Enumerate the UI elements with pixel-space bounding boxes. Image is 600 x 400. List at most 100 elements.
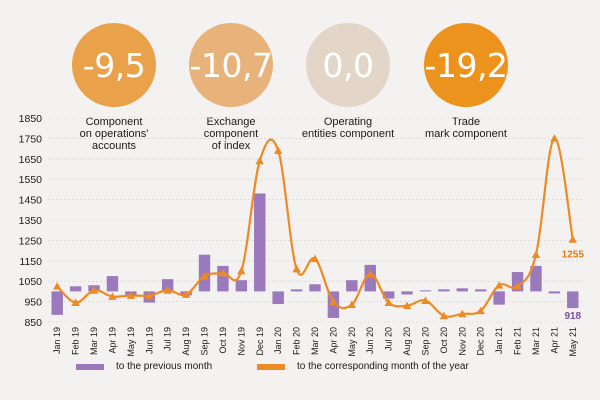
x-tick-label: Jul 20: [384, 327, 394, 351]
y-tick-label: 1350: [19, 215, 43, 227]
x-tick-label: Feb 19: [71, 327, 81, 355]
line-point: [531, 250, 541, 259]
x-tick-label: Apr 21: [549, 327, 559, 354]
line-point: [89, 286, 99, 294]
legend-item-bar: to the previous month: [76, 361, 212, 372]
line-point: [200, 271, 209, 280]
x-tick-label: Jan 21: [494, 327, 504, 354]
legend-bar-swatch: [76, 363, 104, 370]
bar: [254, 193, 266, 292]
x-tick-label: Feb 20: [292, 327, 302, 355]
x-tick-label: Feb 21: [513, 327, 523, 355]
indicator-row: -9,5 Component on operations' accounts -…: [0, 0, 600, 152]
line-point: [237, 266, 246, 275]
x-tick-label: Mar 21: [531, 327, 541, 355]
bar: [382, 291, 395, 299]
line-point: [329, 297, 338, 305]
bar: [419, 290, 432, 292]
line-point: [53, 282, 62, 290]
indicator-accounts-circle: -9,5: [72, 23, 156, 107]
bar: [217, 265, 229, 292]
x-tick-label: Apr 19: [107, 327, 117, 354]
x-tick-label: Sep 20: [420, 327, 430, 356]
legend-line-label: to the corresponding month of the year: [297, 361, 469, 372]
line-point: [550, 134, 559, 142]
x-tick-label: Jun 19: [144, 327, 154, 354]
data-label: 918: [564, 311, 581, 322]
line-point: [402, 301, 412, 310]
bar: [364, 264, 376, 292]
y-tick-label: 1050: [19, 276, 43, 288]
line-point: [273, 146, 283, 154]
line-point: [255, 156, 264, 165]
bar: [290, 289, 303, 292]
line-point: [218, 268, 228, 277]
indicator-accounts-label: Component on operations' accounts: [79, 116, 149, 152]
line-point: [476, 306, 485, 315]
y-tick-label: 1550: [19, 174, 43, 186]
x-tick-label: Nov 19: [236, 327, 246, 356]
indicator-exchange-circle: -10,7: [189, 23, 273, 107]
y-tick-label: 1250: [19, 235, 43, 247]
line-point: [384, 298, 393, 306]
bar: [346, 280, 358, 292]
bar: [475, 289, 487, 292]
line-point: [126, 291, 136, 299]
bar: [548, 291, 561, 294]
x-tick-label: Dec 19: [255, 327, 265, 356]
y-tick-label: 950: [24, 297, 42, 309]
bar: [530, 265, 542, 292]
line-point: [163, 286, 172, 294]
x-tick-label: Oct 20: [439, 327, 449, 354]
legend-line-swatch: [257, 363, 285, 370]
indicator-accounts: -9,5 Component on operations' accounts: [44, 23, 184, 152]
line-point: [568, 235, 577, 243]
x-tick-label: Jan 19: [52, 327, 62, 354]
x-tick-label: Jul 19: [163, 327, 173, 351]
line-point: [513, 282, 522, 290]
line-point: [366, 269, 375, 278]
x-tick-label: May 21: [568, 327, 578, 357]
x-tick-label: Sep 19: [200, 327, 210, 356]
x-tick-label: Dec 20: [476, 327, 486, 356]
line-point: [108, 292, 117, 300]
bar: [272, 291, 284, 305]
line-point: [292, 264, 301, 273]
line-point: [458, 309, 467, 318]
y-tick-label: 1450: [19, 195, 43, 207]
bar: [161, 279, 174, 292]
line-point: [347, 300, 357, 309]
bar: [309, 284, 321, 292]
indicator-operating-circle: 0,0: [306, 23, 390, 107]
indicator-trademark-circle: -19,2: [424, 23, 508, 107]
line-point: [439, 311, 449, 320]
indicator-operating: 0,0 Operating entities component: [278, 23, 418, 140]
line-point: [181, 290, 191, 298]
indicator-operating-label: Operating entities component: [301, 116, 395, 140]
x-tick-label: Apr 20: [328, 327, 338, 354]
line-point: [145, 291, 154, 299]
indicator-trademark: -19,2 Trade mark component: [396, 23, 536, 140]
x-tick-label: Jan 20: [273, 327, 283, 354]
indicator-exchange-label: Exchange component of index: [203, 116, 259, 152]
bar: [456, 288, 469, 292]
bar: [511, 272, 524, 292]
data-label: 1255: [562, 249, 585, 260]
y-tick-label: 1650: [19, 154, 43, 166]
y-tick-label: 850: [24, 317, 42, 329]
x-tick-label: Nov 20: [457, 327, 467, 356]
y-tick-label: 1150: [19, 256, 42, 268]
x-tick-label: Oct 19: [218, 327, 228, 354]
x-tick-label: May 20: [347, 327, 357, 357]
bar: [493, 291, 505, 305]
line-point: [71, 298, 80, 306]
x-tick-label: Mar 20: [310, 327, 320, 355]
bar: [235, 280, 248, 292]
line-point: [421, 296, 430, 304]
legend-item-line: to the corresponding month of the year: [257, 361, 469, 372]
bar: [401, 291, 413, 295]
bar: [438, 289, 450, 292]
x-tick-label: May 19: [126, 327, 136, 357]
indicator-trademark-label: Trade mark component: [425, 116, 507, 140]
